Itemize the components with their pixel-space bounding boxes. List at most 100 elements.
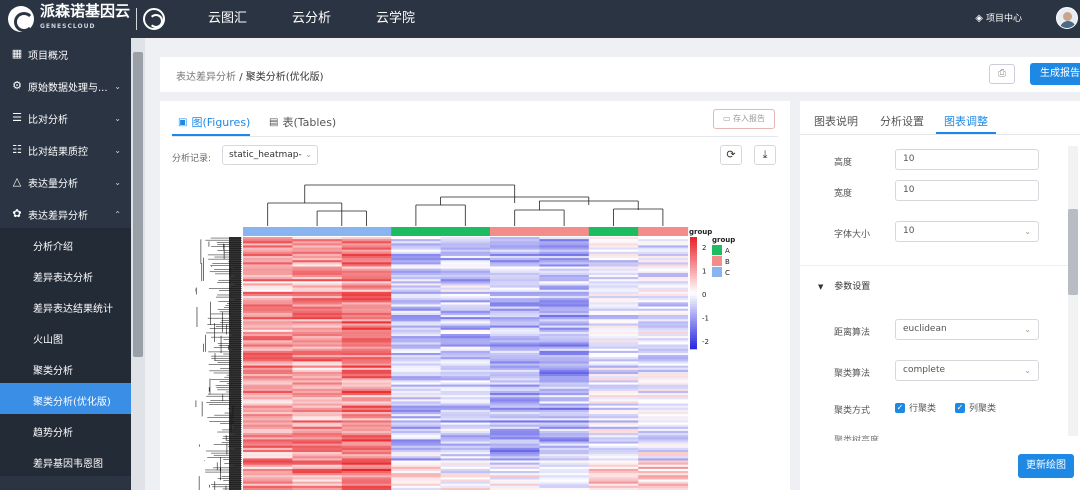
download-button[interactable]: ⤓ xyxy=(754,145,776,165)
heatmap-cell xyxy=(243,274,293,278)
record-select[interactable]: static_heatmap- ⌄ xyxy=(222,145,318,165)
heatmap-cell xyxy=(490,483,540,487)
colorbar-step xyxy=(690,273,697,277)
logo[interactable]: 派森诺基因云 GENESCLOUD xyxy=(8,3,166,35)
sidebar-sub-cluster-optimized[interactable]: 聚类分析(优化版) xyxy=(0,383,131,414)
heatmap-cell xyxy=(440,369,491,373)
tab-chart-adjust[interactable]: 图表调整 xyxy=(944,115,988,128)
avatar[interactable] xyxy=(1056,7,1078,29)
heatmap-cell xyxy=(588,473,639,476)
sidebar-item-alignment-qc[interactable]: ☷ 比对结果质控 ⌄ xyxy=(0,134,131,166)
heatmap-cell xyxy=(243,458,293,461)
heatmap-cell xyxy=(440,466,491,470)
sidebar-item-alignment[interactable]: ☰ 比对分析 ⌄ xyxy=(0,102,131,134)
nav-yunfenxi[interactable]: 云分析 xyxy=(292,11,332,26)
nav-yunxueyuan[interactable]: 云学院 xyxy=(376,11,416,26)
heatmap-cell xyxy=(638,262,689,265)
cluster-method-select[interactable]: complete ⌄ xyxy=(895,360,1039,381)
heatmap-cell xyxy=(341,449,392,453)
sidebar-sub-venn[interactable]: 差异基因韦恩图 xyxy=(0,445,131,476)
heatmap-cell xyxy=(440,283,491,286)
heatmap-cell xyxy=(341,483,392,487)
logo-text: 派森诺基因云 GENESCLOUD xyxy=(40,3,130,35)
heatmap-cell xyxy=(539,357,590,360)
heatmap-cell xyxy=(490,262,540,265)
heatmap-cell xyxy=(440,428,491,432)
tab-tables[interactable]: ▤ 表(Tables) xyxy=(269,112,336,132)
heatmap-cell xyxy=(341,237,392,240)
sidebar-item-overview[interactable]: ▦ 项目概况 xyxy=(0,38,131,70)
heatmap-cell xyxy=(490,403,540,406)
heatmap-cell xyxy=(292,281,343,284)
heatmap-cell xyxy=(490,475,540,478)
row-cluster-checkbox[interactable]: ✓ 行聚类 xyxy=(895,401,936,414)
sidebar-sub-volcano[interactable]: 火山图 xyxy=(0,321,131,352)
sidebar-sub-intro[interactable]: 分析介绍 xyxy=(0,228,131,259)
colorbar-title: group xyxy=(689,228,712,236)
sidebar-sub-trend[interactable]: 趋势分析 xyxy=(0,414,131,445)
heatmap-cell xyxy=(243,298,293,301)
heatmap-cell xyxy=(243,361,293,364)
heatmap-cell xyxy=(539,287,590,291)
heatmap-cell xyxy=(539,277,590,280)
heatmap-cell xyxy=(638,350,689,354)
refresh-button[interactable]: ⟳ xyxy=(720,145,742,165)
heatmap-cell xyxy=(341,274,392,278)
heatmap-cell xyxy=(440,468,491,472)
heatmap-cell xyxy=(539,409,590,413)
tab-active-underline xyxy=(172,134,250,136)
section-param-settings[interactable]: ▼ 参数设置 xyxy=(818,279,870,292)
heatmap-cell xyxy=(539,378,590,381)
heatmap-cell xyxy=(440,477,491,480)
heatmap-cell xyxy=(391,411,442,415)
sidebar-item-diff-expression[interactable]: ✿ 表达差异分析 ⌃ xyxy=(0,198,131,230)
heatmap-cell xyxy=(243,350,293,354)
distance-select[interactable]: euclidean ⌄ xyxy=(895,319,1039,340)
width-input[interactable]: 10 xyxy=(895,180,1039,201)
font-size-select[interactable]: 10 ⌄ xyxy=(895,221,1039,242)
col-cluster-checkbox[interactable]: ✓ 列聚类 xyxy=(955,401,996,414)
sidebar-sub-diff-analysis[interactable]: 差异表达分析 xyxy=(0,259,131,290)
heatmap-cell xyxy=(243,369,293,373)
project-center-link[interactable]: ◈ 项目中心 xyxy=(975,0,1022,38)
heatmap-cell xyxy=(292,473,343,476)
sidebar-sub-diff-stats[interactable]: 差异表达结果统计 xyxy=(0,290,131,321)
heatmap-cell xyxy=(341,251,392,255)
tab-figures[interactable]: ▣ 图(Figures) xyxy=(178,112,250,132)
heatmap-cell xyxy=(440,403,491,406)
tab-analysis-settings[interactable]: 分析设置 xyxy=(880,115,924,128)
breadcrumb-current: 聚类分析(优化版) xyxy=(245,72,324,83)
heatmap-cell xyxy=(243,376,293,379)
heatmap-cell xyxy=(539,477,590,480)
heatmap-cell xyxy=(391,367,442,371)
heatmap-cell xyxy=(588,386,639,390)
chevron-down-icon: ⌄ xyxy=(1024,366,1031,375)
heatmap-cell xyxy=(341,481,392,484)
heatmap-cell xyxy=(638,369,689,373)
heatmap-cell xyxy=(440,449,491,453)
sidebar-item-expression[interactable]: △ 表达量分析 ⌄ xyxy=(0,166,131,198)
settings-scrollbar-thumb[interactable] xyxy=(1068,209,1078,295)
heatmap-cell xyxy=(243,262,293,265)
sidebar-sub-cluster[interactable]: 聚类分析 xyxy=(0,352,131,383)
heatmap-cell xyxy=(490,397,540,400)
height-input[interactable]: 10 xyxy=(895,149,1039,170)
sidebar-item-raw-data[interactable]: ⚙ 原始数据处理与... ⌄ xyxy=(0,70,131,102)
sidebar-sub-label: 火山图 xyxy=(33,335,63,346)
document-icon[interactable]: ⎙ xyxy=(989,64,1015,84)
breadcrumb-parent[interactable]: 表达差异分析 xyxy=(176,72,236,83)
generate-report-button[interactable]: 生成报告 xyxy=(1030,63,1080,85)
sidebar-scrollbar-thumb[interactable] xyxy=(133,52,143,357)
update-plot-button[interactable]: 更新绘图 xyxy=(1018,454,1074,478)
heatmap-cell xyxy=(539,340,590,343)
tab-chart-description[interactable]: 图表说明 xyxy=(814,115,858,128)
heatmap-cell xyxy=(588,291,639,295)
heatmap-cell xyxy=(490,264,540,267)
heatmap-cell xyxy=(341,378,392,381)
heatmap-cell xyxy=(638,317,689,320)
heatmap-cell xyxy=(638,405,689,409)
heatmap-cell xyxy=(243,304,293,307)
save-to-report-button[interactable]: ▭ 存入报告 xyxy=(713,109,775,129)
nav-yuntuhui[interactable]: 云图汇 xyxy=(208,11,248,26)
heatmap-cell xyxy=(539,247,590,250)
